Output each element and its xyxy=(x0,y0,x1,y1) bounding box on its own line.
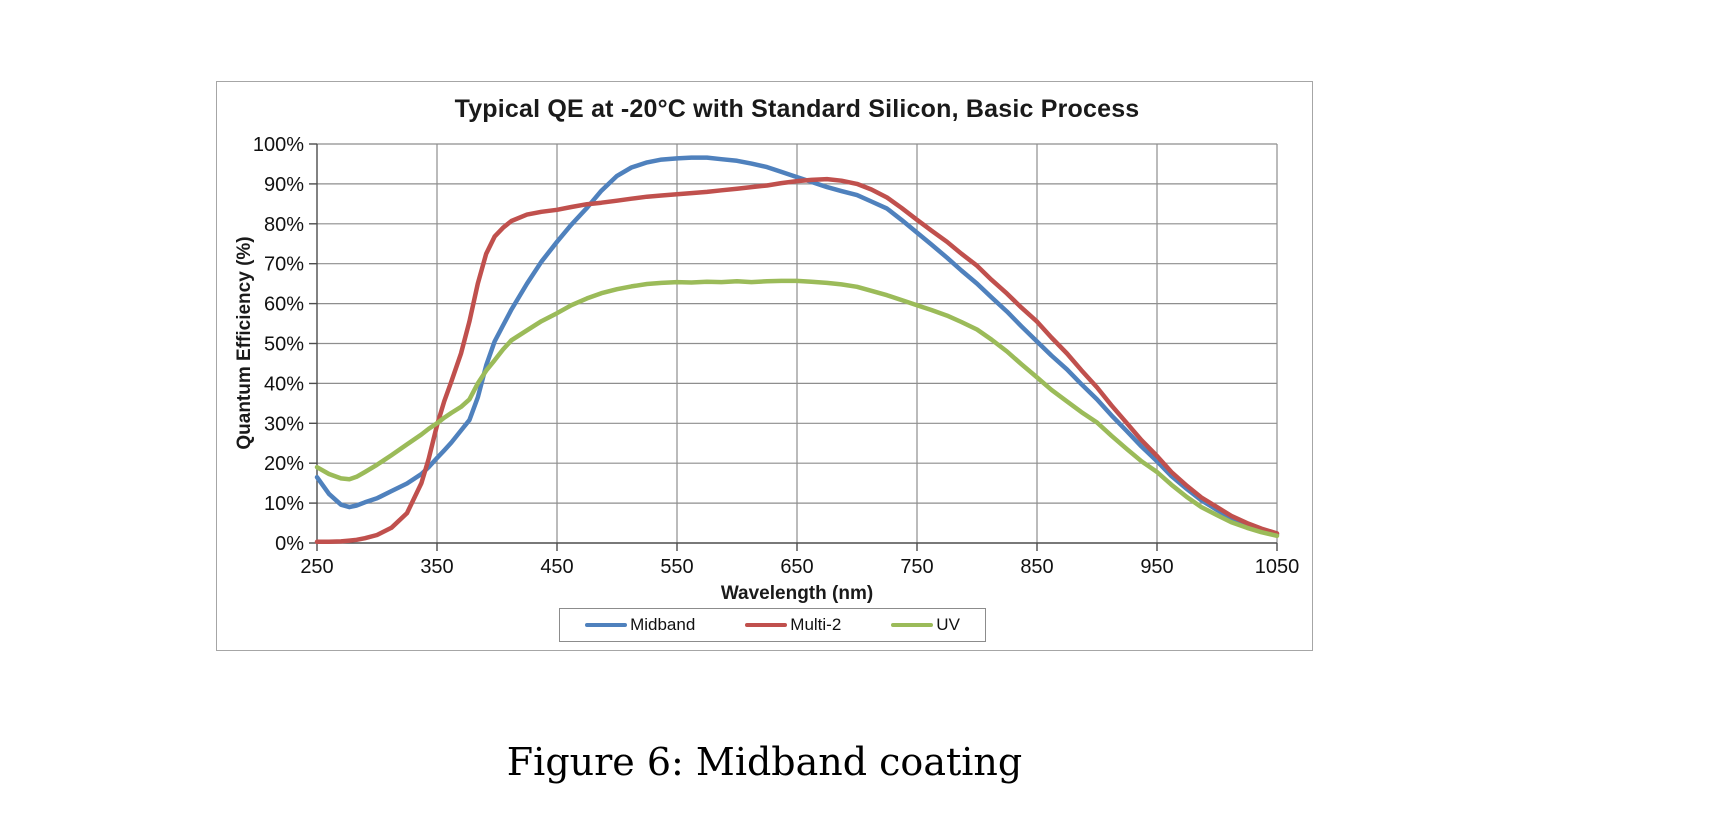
legend-label-midband: Midband xyxy=(630,615,696,634)
y-tick-label: 80% xyxy=(264,214,304,236)
legend-item-multi2: Multi-2 xyxy=(745,615,841,635)
x-tick-label: 450 xyxy=(540,556,573,578)
qe-plot-area: 0% 10% 20% 30% 40% 50% 60% 70% 80% 90% 100% 250 350 4… xyxy=(253,134,1300,578)
qe-chart-figure: 0% 10% 20% 30% 40% 50% 60% 70% 80% 90% 100% 250 350 4… xyxy=(216,81,1313,651)
y-tick-label: 20% xyxy=(264,453,304,475)
legend-label-multi2: Multi-2 xyxy=(790,615,842,634)
y-tick-label: 10% xyxy=(264,493,304,515)
x-tick-label: 950 xyxy=(1140,556,1173,578)
y-tick-label: 70% xyxy=(264,254,304,276)
multi2-line-swatch xyxy=(745,623,788,627)
legend-item-midband: Midband xyxy=(585,615,695,635)
chart-legend: Midband Multi-2 UV xyxy=(559,608,986,642)
y-tick-label: 60% xyxy=(264,294,304,316)
x-tick-label: 250 xyxy=(300,556,333,578)
x-tick-label: 850 xyxy=(1020,556,1053,578)
series-line-multi-2 xyxy=(314,176,1280,545)
x-tick-label: 750 xyxy=(900,556,933,578)
midband-line-swatch xyxy=(585,623,628,627)
y-tick-label: 50% xyxy=(264,334,304,356)
y-axis-label: Quantum Efficiency (%) xyxy=(234,236,255,450)
series-line-uv xyxy=(314,278,1280,539)
legend-item-uv: UV xyxy=(891,615,960,635)
uv-line-swatch xyxy=(891,623,934,627)
y-tick-label: 90% xyxy=(264,174,304,196)
x-tick-label: 1050 xyxy=(1255,556,1300,578)
x-axis-label: Wavelength (nm) xyxy=(720,583,874,604)
legend-label-uv: UV xyxy=(936,615,960,634)
figure-caption: Figure 6: Midband coating xyxy=(506,740,1023,784)
x-tick-label: 350 xyxy=(420,556,453,578)
chart-title: Typical QE at -20°C with Standard Silico… xyxy=(454,95,1140,123)
x-tick-label: 650 xyxy=(780,556,813,578)
y-tick-label: 30% xyxy=(264,413,304,435)
y-tick-label: 40% xyxy=(264,373,304,395)
series-line-midband xyxy=(314,155,1280,537)
y-tick-label: 0% xyxy=(275,533,304,555)
y-tick-label: 100% xyxy=(253,134,304,156)
x-tick-label: 550 xyxy=(660,556,693,578)
